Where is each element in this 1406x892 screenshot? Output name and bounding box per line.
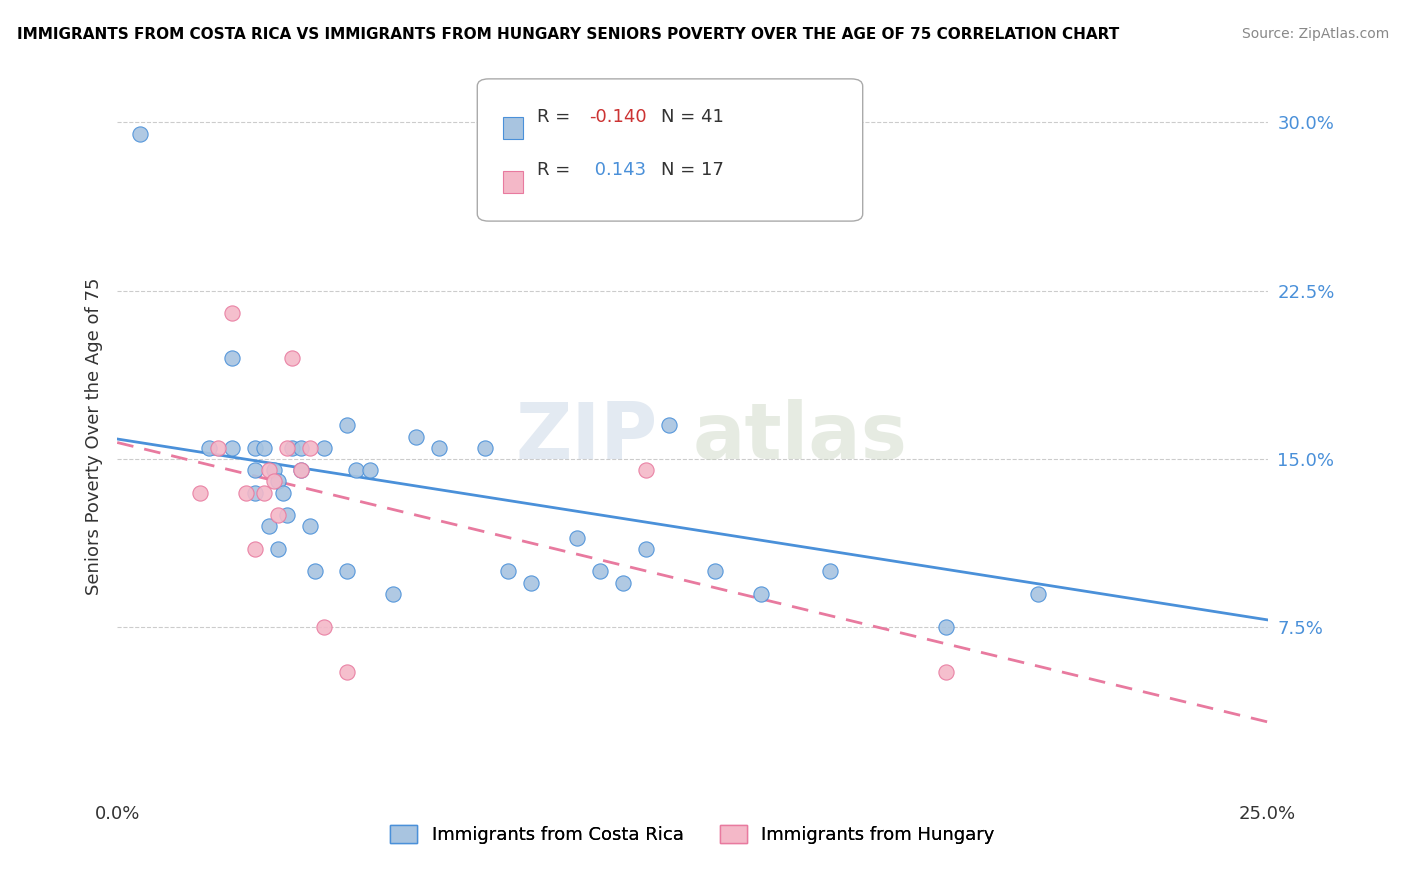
Point — [207, 441, 229, 455]
Point — [359, 463, 381, 477]
Point — [336, 564, 359, 578]
Point — [267, 475, 290, 489]
Point — [704, 564, 727, 578]
Point — [290, 463, 312, 477]
Point — [290, 441, 312, 455]
Point — [336, 418, 359, 433]
Point — [336, 665, 359, 680]
Point — [271, 485, 294, 500]
FancyBboxPatch shape — [477, 78, 863, 221]
Point — [842, 205, 865, 219]
Point — [253, 485, 276, 500]
Point — [235, 485, 257, 500]
Point — [188, 485, 211, 500]
Point — [221, 306, 243, 320]
Point — [276, 441, 298, 455]
Text: N = 17: N = 17 — [661, 161, 724, 179]
Point — [198, 441, 221, 455]
Point — [263, 475, 285, 489]
Point — [267, 508, 290, 523]
Point — [245, 485, 267, 500]
Point — [263, 463, 285, 477]
Point — [245, 463, 267, 477]
Point — [567, 531, 589, 545]
Text: ZIP: ZIP — [516, 399, 658, 475]
Point — [427, 441, 450, 455]
Point — [299, 519, 322, 533]
Point — [221, 441, 243, 455]
Point — [934, 665, 956, 680]
Text: 0.143: 0.143 — [589, 161, 645, 179]
Point — [245, 541, 267, 556]
Point — [299, 441, 322, 455]
Text: -0.140: -0.140 — [589, 108, 647, 126]
FancyBboxPatch shape — [502, 118, 523, 139]
Point — [820, 564, 842, 578]
Text: IMMIGRANTS FROM COSTA RICA VS IMMIGRANTS FROM HUNGARY SENIORS POVERTY OVER THE A: IMMIGRANTS FROM COSTA RICA VS IMMIGRANTS… — [17, 27, 1119, 42]
Point — [129, 127, 152, 141]
Point — [612, 575, 634, 590]
Point — [636, 463, 658, 477]
Point — [589, 564, 612, 578]
Point — [1026, 587, 1049, 601]
Point — [405, 429, 427, 443]
Text: R =: R = — [537, 108, 576, 126]
Point — [382, 587, 405, 601]
Legend: Immigrants from Costa Rica, Immigrants from Hungary: Immigrants from Costa Rica, Immigrants f… — [382, 818, 1002, 851]
Point — [290, 463, 312, 477]
Y-axis label: Seniors Poverty Over the Age of 75: Seniors Poverty Over the Age of 75 — [86, 277, 103, 595]
Point — [253, 441, 276, 455]
Point — [221, 351, 243, 365]
Point — [658, 418, 681, 433]
Point — [346, 463, 368, 477]
Point — [636, 541, 658, 556]
Point — [474, 441, 496, 455]
Point — [751, 587, 773, 601]
Point — [281, 351, 304, 365]
Point — [314, 620, 336, 634]
Text: atlas: atlas — [692, 399, 907, 475]
FancyBboxPatch shape — [502, 171, 523, 193]
Point — [267, 541, 290, 556]
Text: R =: R = — [537, 161, 576, 179]
Text: N = 41: N = 41 — [661, 108, 724, 126]
Point — [281, 441, 304, 455]
Point — [276, 508, 298, 523]
Point — [257, 463, 280, 477]
Point — [245, 441, 267, 455]
Point — [314, 441, 336, 455]
Point — [520, 575, 543, 590]
Point — [934, 620, 956, 634]
Point — [257, 519, 280, 533]
Text: Source: ZipAtlas.com: Source: ZipAtlas.com — [1241, 27, 1389, 41]
Point — [304, 564, 326, 578]
Point — [498, 564, 520, 578]
